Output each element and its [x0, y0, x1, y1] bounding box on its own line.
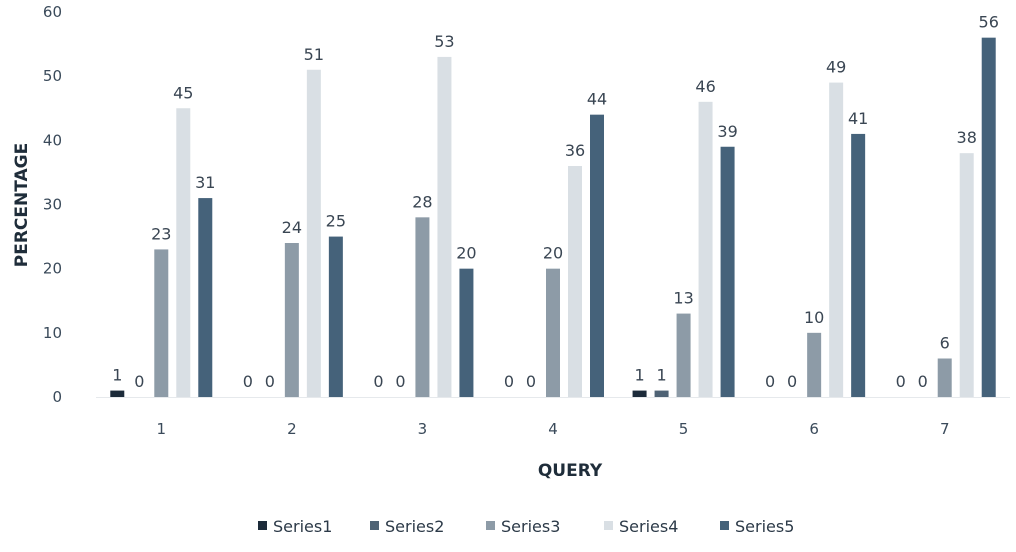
bar-series5-query-3	[459, 268, 474, 397]
x-axis: 1 2 3 4 5 6 7	[157, 420, 950, 438]
data-label: 0	[787, 372, 797, 391]
data-label: 49	[826, 58, 846, 77]
x-tick-label: 2	[287, 420, 297, 438]
data-label: 53	[434, 32, 454, 51]
legend-swatch-series4	[604, 521, 613, 530]
bar-series3-query-3	[415, 217, 430, 397]
data-label: 20	[456, 244, 476, 263]
data-label: 23	[151, 224, 171, 243]
data-label: 0	[265, 372, 275, 391]
bar-series4-query-3	[437, 56, 452, 398]
bar-series5-query-4	[590, 114, 604, 398]
data-label: 0	[373, 372, 383, 391]
legend-label-series3: Series3	[501, 517, 560, 536]
x-tick-label: 5	[679, 420, 689, 438]
data-label: 56	[979, 13, 999, 32]
bar-series4-query-2	[306, 69, 321, 397]
legend-swatch-series2	[370, 521, 379, 530]
y-tick-label: 40	[43, 131, 62, 149]
y-tick-label: 50	[43, 67, 62, 85]
legend-label-series1: Series1	[273, 517, 332, 536]
data-label: 1	[656, 366, 666, 385]
data-label: 0	[395, 372, 405, 391]
legend-label-series4: Series4	[619, 517, 678, 536]
bar-series2-query-5	[654, 390, 669, 397]
bar-series4-query-4	[568, 166, 582, 397]
y-tick-label: 30	[43, 196, 62, 214]
bar-series3-query-5	[676, 313, 691, 397]
data-label: 25	[326, 212, 346, 231]
bar-series3-query-6	[807, 332, 822, 397]
x-axis-title: QUERY	[538, 461, 603, 481]
data-label: 45	[173, 83, 193, 102]
bar-series5-query-1	[198, 198, 213, 397]
data-label: 0	[765, 372, 775, 391]
bar-series3-query-1	[154, 249, 169, 397]
bar-series4-query-7	[959, 153, 974, 397]
bar-series5-query-6	[851, 133, 866, 397]
data-label: 10	[804, 308, 824, 327]
data-label: 38	[957, 128, 977, 147]
data-label: 31	[195, 173, 215, 192]
data-label: 0	[504, 372, 514, 391]
legend-swatch-series5	[720, 521, 729, 530]
x-tick-label: 6	[809, 420, 819, 438]
data-label: 39	[717, 122, 737, 141]
bar-series3-query-4	[546, 268, 560, 397]
data-label: 20	[543, 244, 563, 263]
y-tick-label: 10	[43, 324, 62, 342]
data-label: 44	[587, 90, 607, 109]
bar-series4-query-6	[829, 82, 844, 397]
y-axis-title: PERCENTAGE	[12, 143, 32, 267]
data-label: 0	[243, 372, 253, 391]
data-label: 0	[526, 372, 536, 391]
bar-series1-query-1	[110, 390, 125, 397]
data-label: 6	[940, 334, 950, 353]
data-label: 51	[304, 45, 324, 64]
bar-series1-query-5	[632, 390, 647, 397]
x-tick-label: 4	[548, 420, 558, 438]
x-tick-label: 3	[418, 420, 428, 438]
data-label: 24	[282, 218, 302, 237]
bar-series4-query-1	[176, 108, 191, 397]
bar-series5-query-5	[720, 146, 735, 397]
legend-swatch-series3	[486, 521, 495, 530]
bar-series3-query-2	[284, 243, 299, 397]
bar-series5-query-7	[981, 37, 996, 398]
y-tick-label: 20	[43, 260, 62, 278]
x-tick-label: 7	[940, 420, 950, 438]
data-label: 1	[634, 366, 644, 385]
data-label: 0	[918, 372, 928, 391]
data-label: 46	[695, 77, 715, 96]
legend-swatch-series1	[258, 521, 267, 530]
bar-series3-query-7	[937, 358, 952, 397]
data-label: 28	[412, 192, 432, 211]
data-label: 0	[896, 372, 906, 391]
data-label: 36	[565, 141, 585, 160]
bar-series5-query-2	[328, 236, 343, 397]
x-tick-label: 1	[157, 420, 167, 438]
data-label: 1	[112, 366, 122, 385]
legend-label-series5: Series5	[735, 517, 794, 536]
data-label: 0	[134, 372, 144, 391]
data-label: 13	[673, 289, 693, 308]
legend: Series1 Series2 Series3 Series4 Series5	[258, 517, 794, 536]
y-tick-label: 0	[52, 388, 62, 406]
y-tick-label: 60	[43, 3, 62, 21]
legend-label-series2: Series2	[385, 517, 444, 536]
bar-series4-query-5	[698, 101, 713, 397]
data-label: 41	[848, 109, 868, 128]
bars-layer	[110, 37, 996, 398]
